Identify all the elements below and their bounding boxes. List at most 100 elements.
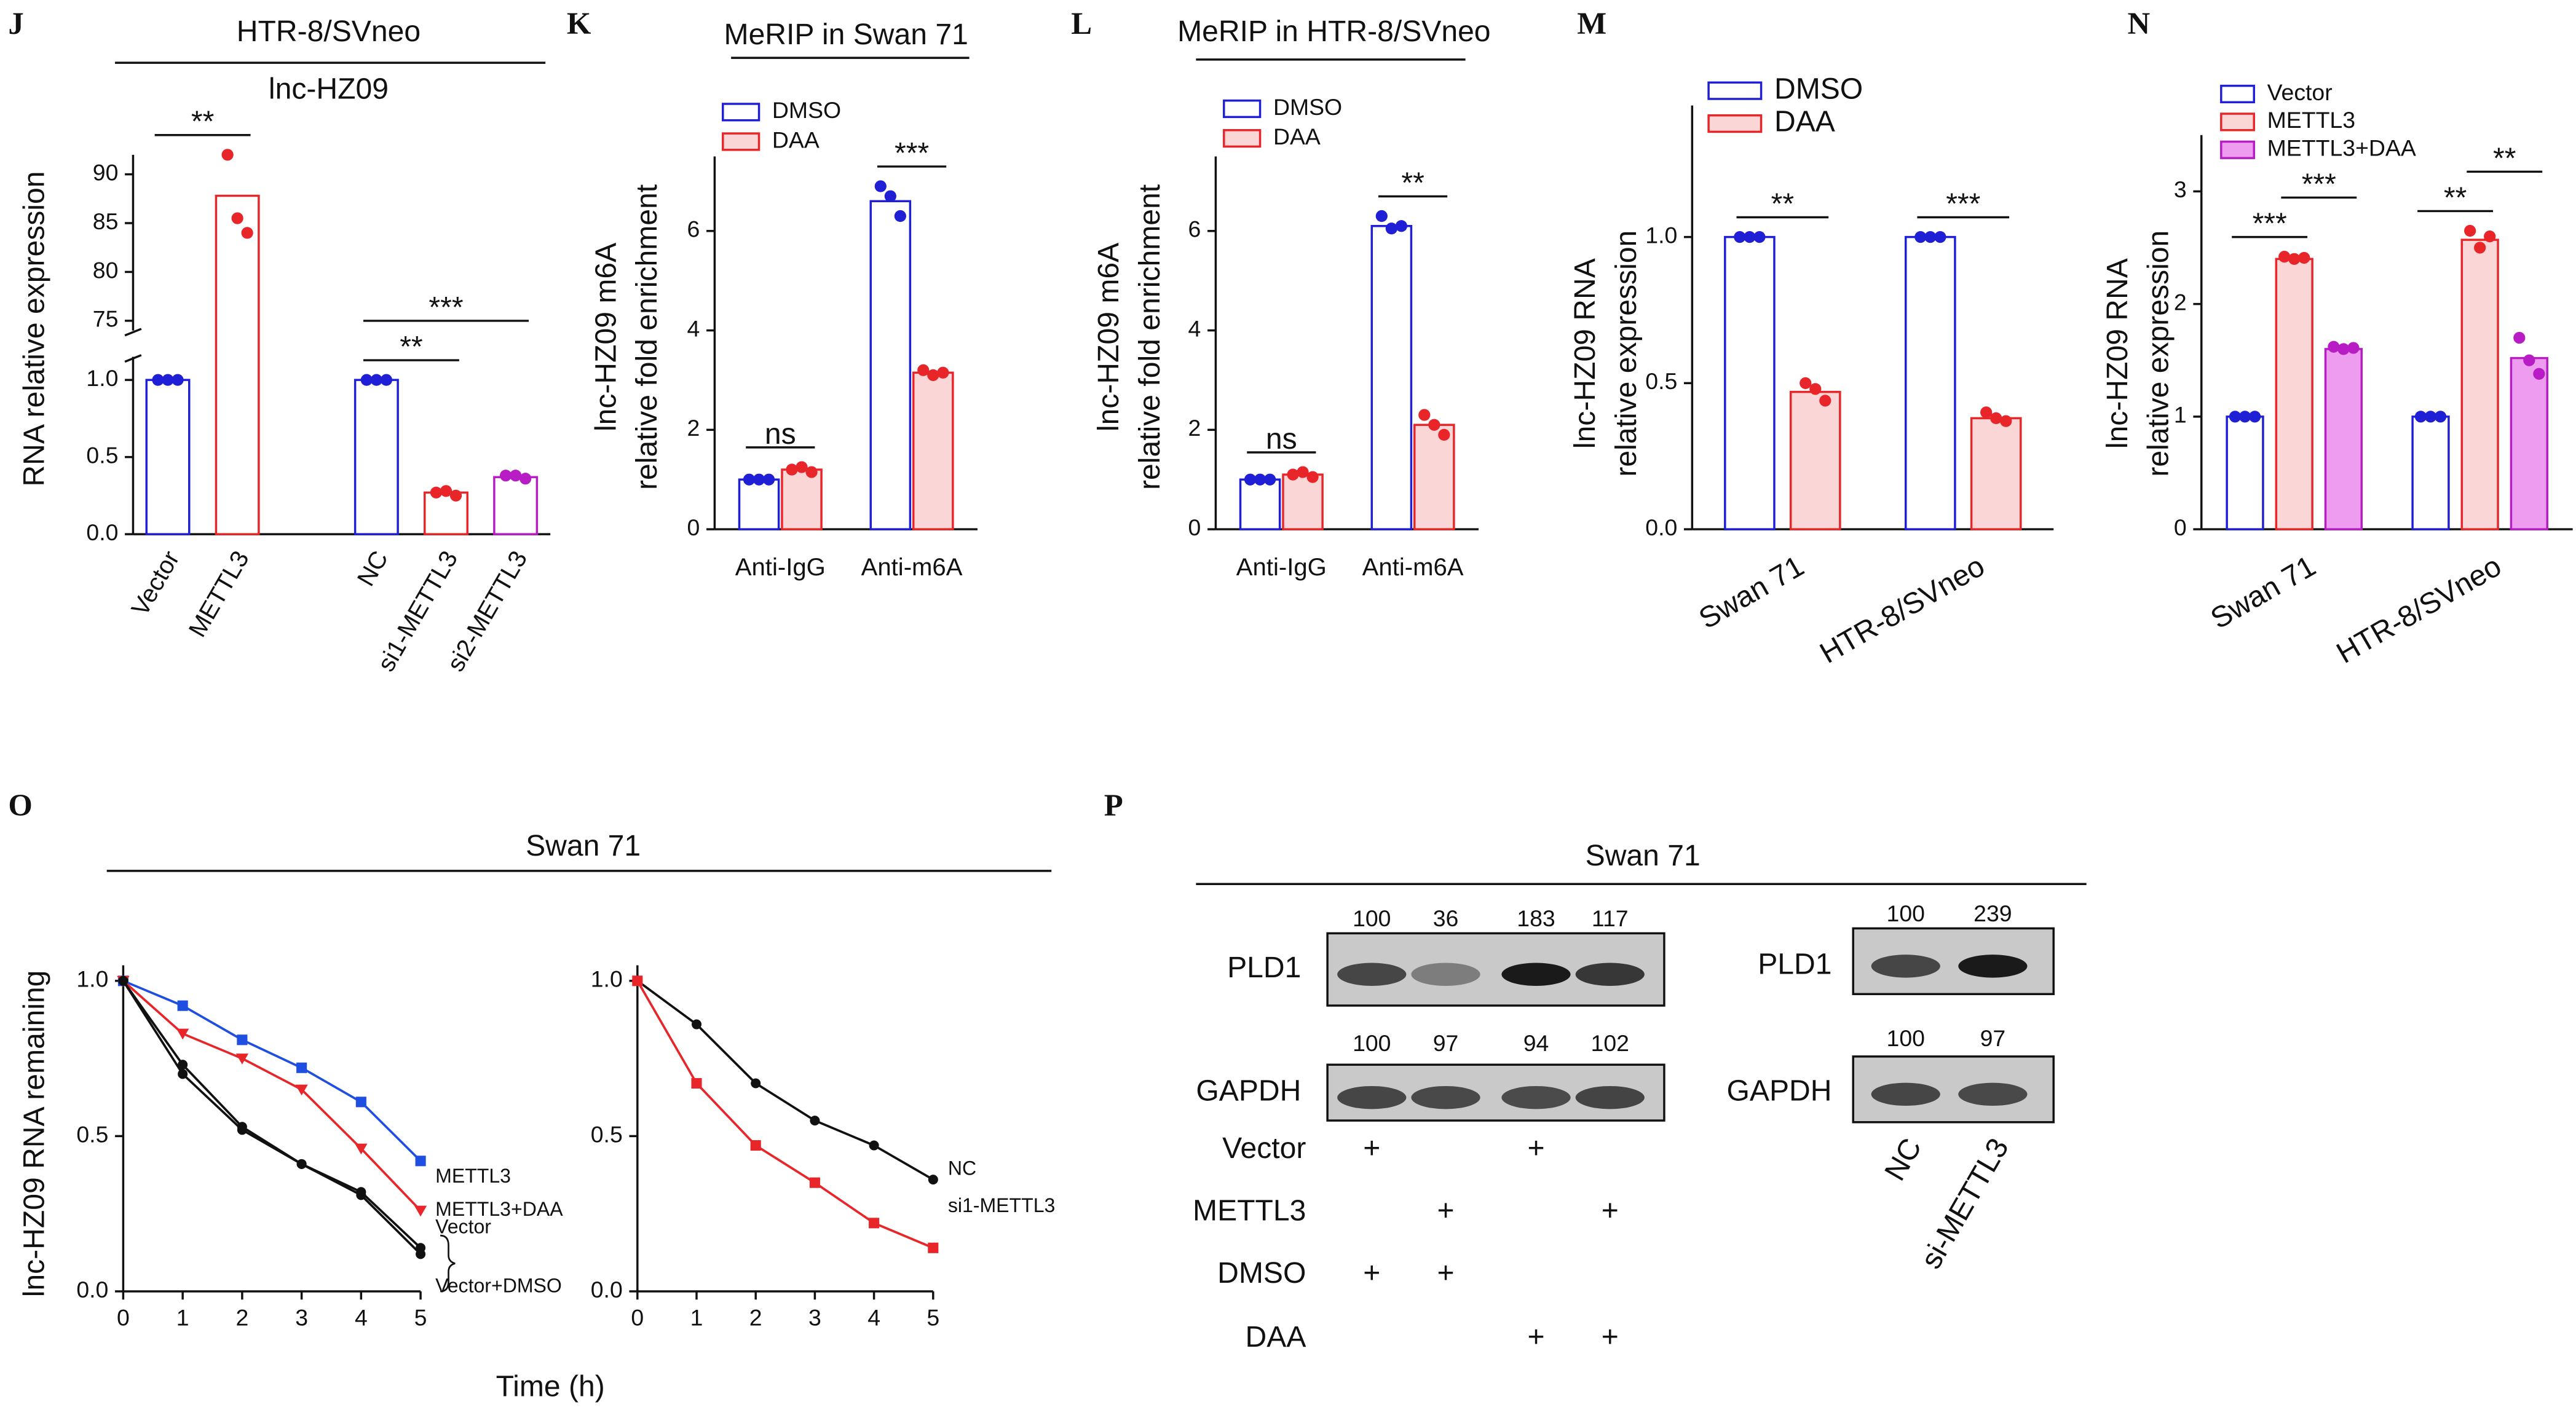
band-quantity: 100 — [1353, 1030, 1391, 1056]
data-point — [1375, 210, 1388, 223]
data-point — [449, 489, 462, 502]
marker — [235, 1054, 249, 1065]
data-point — [241, 227, 253, 239]
y-tick-label: 0.5 — [591, 1121, 623, 1147]
bar — [1905, 235, 1956, 530]
data-point — [221, 149, 234, 161]
band-quantity: 102 — [1591, 1030, 1629, 1056]
data-point — [2288, 253, 2301, 265]
bar — [1239, 478, 1281, 530]
band-quantity: 117 — [1592, 905, 1629, 931]
band-quantity: 239 — [1973, 900, 2012, 926]
data-point — [927, 369, 939, 381]
legend-swatch — [722, 103, 761, 122]
data-point — [917, 364, 930, 376]
data-point — [1980, 406, 1993, 419]
data-point — [1428, 419, 1440, 431]
data-point — [1306, 471, 1319, 483]
data-point — [2513, 331, 2526, 344]
data-point — [1734, 230, 1746, 243]
marker — [237, 1125, 247, 1135]
blot-band — [1871, 955, 1940, 978]
condition-label: DMSO — [1217, 1256, 1306, 1290]
y-tick-label: 80 — [93, 257, 119, 283]
bar — [215, 194, 260, 535]
condition-mark: + — [1602, 1194, 1619, 1227]
y-axis-label: relative expression — [2142, 230, 2175, 477]
y-tick-label: 2 — [1188, 415, 1201, 441]
x-tick-label: Anti-IgG — [1236, 554, 1327, 581]
y-tick-label: 0.0 — [76, 1277, 108, 1302]
x-tick-label: Vector — [127, 546, 185, 620]
data-point — [1753, 230, 1766, 243]
row-label: GAPDH — [1727, 1074, 1832, 1107]
marker — [928, 1175, 938, 1185]
data-point — [884, 190, 896, 202]
condition-label: DAA — [1246, 1320, 1306, 1353]
marker — [295, 1084, 308, 1096]
band-quantity: 94 — [1523, 1030, 1549, 1056]
bar — [354, 379, 399, 535]
y-axis-label: lnc-HZ09 m6A — [1092, 243, 1125, 431]
y-tick-label: 6 — [687, 216, 700, 242]
series-label: Vector+DMSO — [435, 1274, 562, 1296]
legend-swatch — [1223, 128, 1262, 148]
condition-mark: + — [1437, 1194, 1454, 1227]
data-point — [805, 466, 818, 478]
legend-swatch — [1223, 99, 1262, 119]
y-tick-label: 1.0 — [1645, 222, 1677, 248]
y-tick-label: 4 — [687, 315, 700, 341]
panel-letter: N — [2127, 6, 2150, 41]
data-point — [510, 470, 522, 482]
row-label: GAPDH — [1196, 1074, 1301, 1107]
significance-label: ** — [2493, 141, 2516, 175]
series-label: si1-METTL3 — [948, 1194, 1056, 1216]
data-point — [1744, 230, 1756, 243]
y-tick-label: 1.0 — [76, 966, 108, 992]
data-point — [1287, 468, 1299, 481]
data-point — [520, 473, 532, 485]
data-point — [2238, 411, 2251, 423]
condition-mark: + — [1602, 1320, 1619, 1353]
marker — [296, 1159, 307, 1169]
x-tick-label: 0 — [631, 1304, 644, 1330]
x-tick-label: 3 — [808, 1304, 821, 1330]
marker — [632, 975, 643, 987]
data-point — [1438, 428, 1450, 441]
y-tick-label: 2 — [2174, 289, 2187, 315]
x-tick-label: 1 — [176, 1304, 189, 1330]
panel-letter: K — [567, 6, 591, 41]
legend-swatch — [2220, 140, 2255, 159]
x-tick-label: 0 — [117, 1304, 130, 1330]
significance-label: *** — [2302, 167, 2336, 200]
significance-label: *** — [1946, 187, 1980, 221]
condition-mark: + — [1527, 1132, 1544, 1165]
series-line — [636, 980, 934, 1181]
marker — [810, 1116, 820, 1126]
blot-band — [1871, 1082, 1940, 1106]
data-point — [1800, 377, 1812, 389]
y-tick-label: 1.0 — [591, 966, 623, 992]
data-point — [440, 485, 452, 497]
data-point — [1254, 473, 1266, 486]
y-tick-label: 1 — [2174, 402, 2187, 428]
data-point — [1244, 473, 1257, 486]
data-point — [1395, 220, 1408, 232]
series-label: METTL3+DAA — [435, 1198, 563, 1220]
bar — [424, 491, 468, 535]
series-label: NC — [948, 1157, 976, 1180]
data-point — [172, 374, 184, 386]
series-line — [636, 980, 934, 1249]
y-tick-label: 0.0 — [86, 519, 118, 545]
data-point — [2248, 411, 2261, 423]
significance-label: ** — [1401, 166, 1424, 199]
y-tick-label: 90 — [93, 159, 119, 185]
x-tick-label: Anti-IgG — [735, 554, 826, 581]
data-point — [743, 473, 756, 486]
data-point — [1819, 395, 1831, 407]
bar — [2460, 238, 2499, 530]
marker — [809, 1177, 820, 1188]
significance-label: *** — [429, 291, 463, 324]
y-axis-label: lnc-HZ09 m6A — [589, 243, 622, 431]
